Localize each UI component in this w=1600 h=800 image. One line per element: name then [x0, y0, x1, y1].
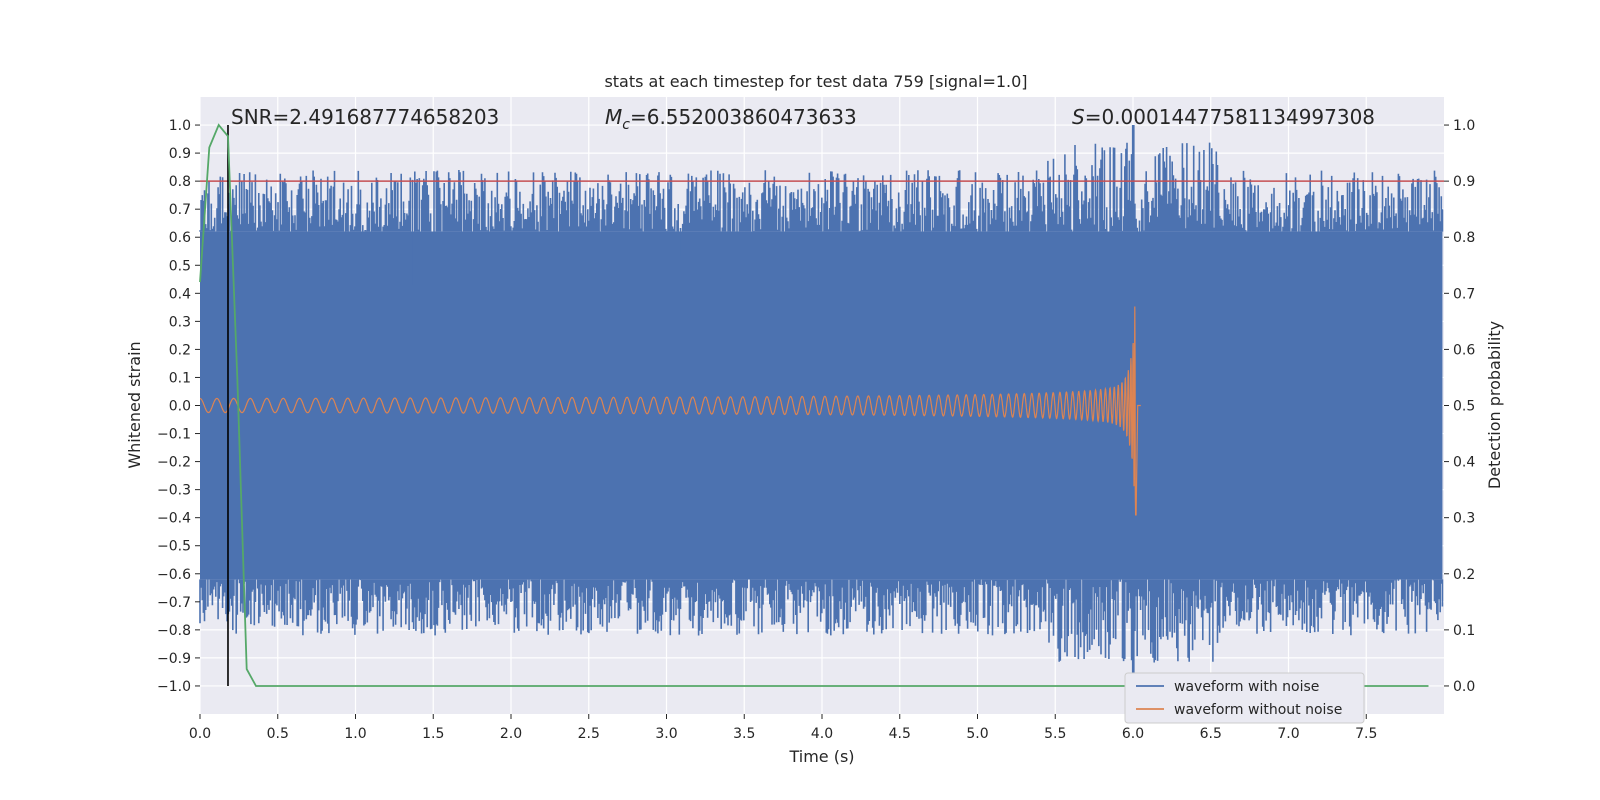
y-left-tick-label: 0.3	[169, 314, 191, 330]
noise-upper-spikes	[199, 125, 1444, 320]
x-tick-label: 7.0	[1277, 726, 1299, 742]
mc-symbol: M	[605, 105, 622, 129]
y-left-tick-label: −0.1	[157, 427, 191, 443]
y-left-axis-label: Whitened strain	[125, 341, 144, 468]
legend-box	[1124, 672, 1365, 724]
y-left-tick-label: 0.8	[169, 174, 191, 190]
noise-band	[200, 231, 1443, 580]
x-tick-label: 5.5	[1044, 726, 1066, 742]
y-left-tick-label: −0.9	[157, 651, 191, 667]
x-tick-label: 6.5	[1200, 726, 1222, 742]
y-left-tick-label: −0.4	[157, 511, 191, 527]
x-tick-label: 3.0	[655, 726, 677, 742]
y-left-tick-label: 0.0	[169, 399, 191, 415]
y-right-tick-label: 0.5	[1453, 399, 1475, 415]
y-left-tick-label: −0.3	[157, 483, 191, 499]
y-left-tick-label: 0.1	[169, 370, 191, 386]
y-right-tick-label: 0.7	[1453, 286, 1475, 302]
x-tick-label: 2.0	[500, 726, 522, 742]
overlay-lines	[200, 125, 1444, 686]
y-right-tick-label: 1.0	[1453, 118, 1475, 134]
mc-annotation: Mc=6.552003860473633	[605, 105, 857, 133]
x-tick-label: 4.0	[811, 726, 833, 742]
x-tick-label: 4.5	[889, 726, 911, 742]
legend-label-without-noise: waveform without noise	[1174, 702, 1342, 718]
legend: waveform with noise waveform without noi…	[1124, 672, 1365, 724]
x-tick-label: 1.0	[344, 726, 366, 742]
series-detection-probability	[199, 123, 1429, 687]
x-tick-label: 7.5	[1355, 726, 1377, 742]
x-axis-label: Time (s)	[788, 747, 854, 766]
x-tick-label: 6.0	[1122, 726, 1144, 742]
y-left-tick-label: −1.0	[157, 679, 191, 695]
x-tick-label: 1.5	[422, 726, 444, 742]
x-tick-label: 0.0	[189, 726, 211, 742]
y-right-tick-label: 0.8	[1453, 230, 1475, 246]
snr-annotation: SNR=2.491687774658203	[231, 105, 499, 129]
y-left-tick-label: 0.5	[169, 258, 191, 274]
y-left-axis-ticks: 1.0 0.9 0.8 0.7 0.6 0.5 0.4 0.3 0.2 0.1 0.0 −0.1 −0.…	[157, 118, 200, 695]
s-symbol: S	[1072, 105, 1085, 129]
mc-value: =6.552003860473633	[630, 105, 857, 129]
y-left-tick-label: 0.6	[169, 230, 191, 246]
y-right-tick-label: 0.2	[1453, 567, 1475, 583]
y-right-axis-ticks: 1.0 0.9 0.8 0.7 0.6 0.5 0.4 0.3 0.2 0.1 0.0	[1444, 118, 1475, 695]
x-tick-label: 0.5	[267, 726, 289, 742]
y-right-tick-label: 0.3	[1453, 511, 1475, 527]
y-left-tick-label: −0.5	[157, 539, 191, 555]
s-value: =0.00014477581134997308	[1085, 105, 1375, 129]
s-annotation: S=0.00014477581134997308	[1072, 105, 1375, 129]
series-waveform-without-noise	[200, 306, 1141, 516]
y-right-tick-label: 0.1	[1453, 623, 1475, 639]
x-tick-label: 5.0	[966, 726, 988, 742]
x-axis-ticks: 0.0 0.5 1.0 1.5 2.0 2.5 3.0 3.5 4.0 4.5 5.0 5.5 6.0 6…	[189, 714, 1377, 742]
y-left-tick-label: 1.0	[169, 118, 191, 134]
series-waveform-with-noise	[199, 125, 1444, 686]
mc-subscript: c	[622, 117, 630, 133]
y-right-axis-label: Detection probability	[1485, 321, 1504, 489]
noise-lower-spikes	[199, 494, 1444, 686]
y-left-tick-label: −0.2	[157, 455, 191, 471]
y-right-tick-label: 0.0	[1453, 679, 1475, 695]
y-left-tick-label: 0.9	[169, 146, 191, 162]
y-right-tick-label: 0.9	[1453, 174, 1475, 190]
x-tick-label: 3.5	[733, 726, 755, 742]
chart-title: stats at each timestep for test data 759…	[604, 72, 1027, 91]
y-left-tick-label: 0.2	[169, 342, 191, 358]
x-tick-label: 2.5	[578, 726, 600, 742]
y-left-tick-label: −0.8	[157, 623, 191, 639]
chirp-line	[200, 306, 1141, 516]
y-left-tick-label: 0.7	[169, 202, 191, 218]
y-left-tick-label: −0.7	[157, 595, 191, 611]
y-left-tick-label: 0.4	[169, 286, 191, 302]
y-right-tick-label: 0.6	[1453, 342, 1475, 358]
y-left-tick-label: −0.6	[157, 567, 191, 583]
legend-label-with-noise: waveform with noise	[1174, 679, 1319, 695]
y-right-tick-label: 0.4	[1453, 455, 1475, 471]
probability-line	[199, 123, 1429, 687]
